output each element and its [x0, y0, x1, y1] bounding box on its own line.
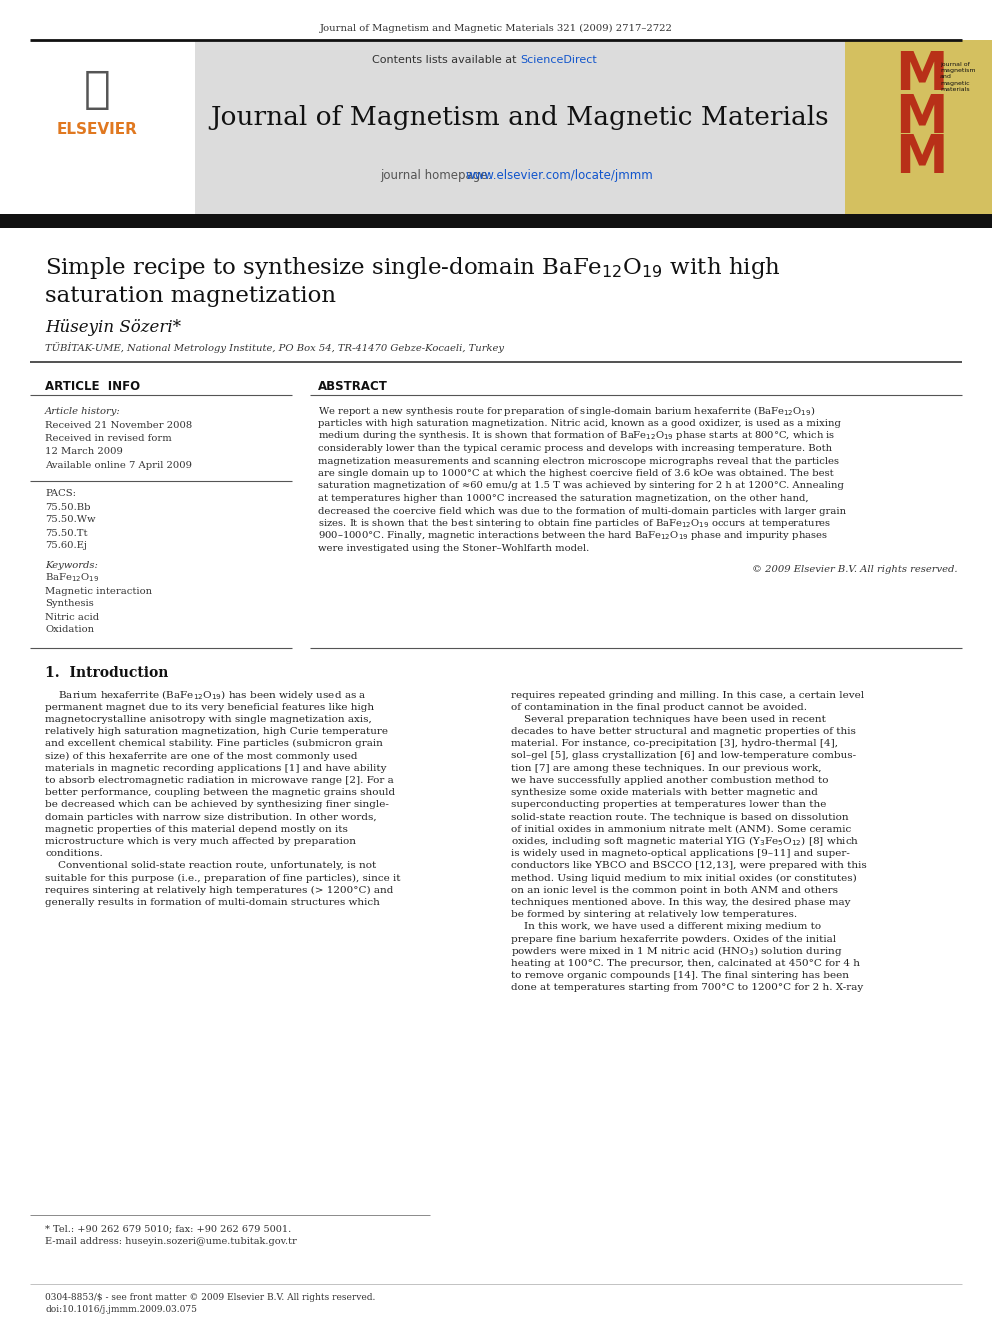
Text: oxides, including soft magnetic material YIG (Y$_3$Fe$_5$O$_{12}$) [8] which: oxides, including soft magnetic material… — [511, 835, 859, 848]
Text: 75.50.Bb: 75.50.Bb — [45, 503, 90, 512]
Text: * Tel.: +90 262 679 5010; fax: +90 262 679 5001.: * Tel.: +90 262 679 5010; fax: +90 262 6… — [45, 1225, 292, 1233]
Text: better performance, coupling between the magnetic grains should: better performance, coupling between the… — [45, 789, 395, 796]
Text: saturation magnetization: saturation magnetization — [45, 284, 336, 307]
Text: be decreased which can be achieved by synthesizing finer single-: be decreased which can be achieved by sy… — [45, 800, 389, 810]
Text: M: M — [895, 93, 947, 144]
Text: doi:10.1016/j.jmmm.2009.03.075: doi:10.1016/j.jmmm.2009.03.075 — [45, 1306, 197, 1315]
Text: Nitric acid: Nitric acid — [45, 613, 99, 622]
Text: Article history:: Article history: — [45, 406, 121, 415]
Text: conductors like YBCO and BSCCO [12,13], were prepared with this: conductors like YBCO and BSCCO [12,13], … — [511, 861, 867, 871]
Text: Journal of Magnetism and Magnetic Materials: Journal of Magnetism and Magnetic Materi… — [210, 106, 829, 131]
Text: www.elsevier.com/locate/jmmm: www.elsevier.com/locate/jmmm — [465, 168, 653, 181]
Text: Available online 7 April 2009: Available online 7 April 2009 — [45, 460, 192, 470]
Text: be formed by sintering at relatively low temperatures.: be formed by sintering at relatively low… — [511, 910, 798, 919]
Text: method. Using liquid medium to mix initial oxides (or constitutes): method. Using liquid medium to mix initi… — [511, 873, 857, 882]
Text: Magnetic interaction: Magnetic interaction — [45, 586, 152, 595]
Text: ABSTRACT: ABSTRACT — [318, 380, 388, 393]
Text: we have successfully applied another combustion method to: we have successfully applied another com… — [511, 775, 828, 785]
Text: Keywords:: Keywords: — [45, 561, 98, 569]
Text: ScienceDirect: ScienceDirect — [520, 56, 597, 65]
Text: ARTICLE  INFO: ARTICLE INFO — [45, 380, 140, 393]
Text: material. For instance, co-precipitation [3], hydro-thermal [4],: material. For instance, co-precipitation… — [511, 740, 838, 749]
Text: Synthesis: Synthesis — [45, 599, 94, 609]
Text: 0304-8853/$ - see front matter © 2009 Elsevier B.V. All rights reserved.: 0304-8853/$ - see front matter © 2009 El… — [45, 1294, 375, 1303]
Text: to absorb electromagnetic radiation in microwave range [2]. For a: to absorb electromagnetic radiation in m… — [45, 775, 394, 785]
Bar — [195, 40, 845, 220]
Text: Journal of Magnetism and Magnetic Materials 321 (2009) 2717–2722: Journal of Magnetism and Magnetic Materi… — [319, 24, 673, 33]
Text: 75.50.Ww: 75.50.Ww — [45, 516, 95, 524]
Text: suitable for this purpose (i.e., preparation of fine particles), since it: suitable for this purpose (i.e., prepara… — [45, 873, 401, 882]
Text: Received 21 November 2008: Received 21 November 2008 — [45, 421, 192, 430]
Text: tion [7] are among these techniques. In our previous work,: tion [7] are among these techniques. In … — [511, 763, 821, 773]
Text: journal homepage:: journal homepage: — [380, 168, 495, 181]
Text: on an ionic level is the common point in both ANM and others: on an ionic level is the common point in… — [511, 885, 838, 894]
Text: saturation magnetization of ≈60 emu/g at 1.5 T was achieved by sintering for 2 h: saturation magnetization of ≈60 emu/g at… — [318, 482, 844, 491]
Text: considerably lower than the typical ceramic process and develops with increasing: considerably lower than the typical cera… — [318, 445, 832, 452]
Text: sizes. It is shown that the best sintering to obtain fine particles of BaFe$_{12: sizes. It is shown that the best sinteri… — [318, 517, 831, 531]
Text: ELSEVIER: ELSEVIER — [57, 123, 138, 138]
Text: are single domain up to 1000°C at which the highest coercive field of 3.6 kOe wa: are single domain up to 1000°C at which … — [318, 468, 833, 478]
Text: Contents lists available at: Contents lists available at — [372, 56, 520, 65]
Text: solid-state reaction route. The technique is based on dissolution: solid-state reaction route. The techniqu… — [511, 812, 848, 822]
Text: generally results in formation of multi-domain structures which: generally results in formation of multi-… — [45, 898, 380, 906]
Text: requires sintering at relatively high temperatures (> 1200°C) and: requires sintering at relatively high te… — [45, 885, 394, 894]
Text: of contamination in the final product cannot be avoided.: of contamination in the final product ca… — [511, 703, 807, 712]
Text: M: M — [895, 132, 947, 184]
Bar — [845, 40, 992, 220]
Text: prepare fine barium hexaferrite powders. Oxides of the initial: prepare fine barium hexaferrite powders.… — [511, 934, 836, 943]
Text: of initial oxides in ammonium nitrate melt (ANM). Some ceramic: of initial oxides in ammonium nitrate me… — [511, 824, 851, 833]
Text: done at temperatures starting from 700°C to 1200°C for 2 h. X-ray: done at temperatures starting from 700°C… — [511, 983, 863, 992]
Text: 75.60.Ej: 75.60.Ej — [45, 541, 87, 550]
Text: particles with high saturation magnetization. Nitric acid, known as a good oxidi: particles with high saturation magnetiza… — [318, 419, 841, 429]
Text: Hüseyin Sözeri*: Hüseyin Sözeri* — [45, 319, 182, 336]
Bar — [0, 214, 992, 228]
Text: medium during the synthesis. It is shown that formation of BaFe$_{12}$O$_{19}$ p: medium during the synthesis. It is shown… — [318, 430, 835, 442]
Text: Barium hexaferrite (BaFe$_{12}$O$_{19}$) has been widely used as a: Barium hexaferrite (BaFe$_{12}$O$_{19}$)… — [45, 688, 367, 703]
Text: In this work, we have used a different mixing medium to: In this work, we have used a different m… — [511, 922, 821, 931]
Text: sol–gel [5], glass crystallization [6] and low-temperature combus-: sol–gel [5], glass crystallization [6] a… — [511, 751, 856, 761]
Text: is widely used in magneto-optical applications [9–11] and super-: is widely used in magneto-optical applic… — [511, 849, 850, 859]
Text: E-mail address: huseyin.sozeri@ume.tubitak.gov.tr: E-mail address: huseyin.sozeri@ume.tubit… — [45, 1237, 297, 1246]
Text: domain particles with narrow size distribution. In other words,: domain particles with narrow size distri… — [45, 812, 377, 822]
Text: 900–1000°C. Finally, magnetic interactions between the hard BaFe$_{12}$O$_{19}$ : 900–1000°C. Finally, magnetic interactio… — [318, 529, 828, 542]
Text: techniques mentioned above. In this way, the desired phase may: techniques mentioned above. In this way,… — [511, 898, 850, 906]
Text: BaFe$_{12}$O$_{19}$: BaFe$_{12}$O$_{19}$ — [45, 572, 99, 585]
Text: relatively high saturation magnetization, high Curie temperature: relatively high saturation magnetization… — [45, 728, 388, 736]
Text: were investigated using the Stoner–Wohlfarth model.: were investigated using the Stoner–Wohlf… — [318, 544, 589, 553]
Text: and excellent chemical stability. Fine particles (submicron grain: and excellent chemical stability. Fine p… — [45, 740, 383, 749]
Text: © 2009 Elsevier B.V. All rights reserved.: © 2009 Elsevier B.V. All rights reserved… — [752, 565, 957, 573]
Text: 12 March 2009: 12 March 2009 — [45, 447, 123, 456]
Text: superconducting properties at temperatures lower than the: superconducting properties at temperatur… — [511, 800, 826, 810]
Text: synthesize some oxide materials with better magnetic and: synthesize some oxide materials with bet… — [511, 789, 817, 796]
Text: magnetic properties of this material depend mostly on its: magnetic properties of this material dep… — [45, 824, 348, 833]
Text: decades to have better structural and magnetic properties of this: decades to have better structural and ma… — [511, 728, 856, 736]
Text: Simple recipe to synthesize single-domain BaFe$_{12}$O$_{19}$ with high: Simple recipe to synthesize single-domai… — [45, 255, 781, 280]
Text: to remove organic compounds [14]. The final sintering has been: to remove organic compounds [14]. The fi… — [511, 971, 849, 980]
Text: magnetocrystalline anisotropy with single magnetization axis,: magnetocrystalline anisotropy with singl… — [45, 714, 372, 724]
Text: We report a new synthesis route for preparation of single-domain barium hexaferr: We report a new synthesis route for prep… — [318, 404, 815, 418]
Text: materials in magnetic recording applications [1] and have ability: materials in magnetic recording applicat… — [45, 763, 387, 773]
Text: journal of
magnetism
and
magnetic
materials: journal of magnetism and magnetic materi… — [940, 62, 975, 91]
Text: requires repeated grinding and milling. In this case, a certain level: requires repeated grinding and milling. … — [511, 691, 864, 700]
Text: PACS:: PACS: — [45, 490, 76, 499]
Text: heating at 100°C. The precursor, then, calcinated at 450°C for 4 h: heating at 100°C. The precursor, then, c… — [511, 959, 860, 968]
Text: Conventional solid-state reaction route, unfortunately, is not: Conventional solid-state reaction route,… — [45, 861, 376, 871]
Text: Received in revised form: Received in revised form — [45, 434, 172, 443]
Text: decreased the coercive field which was due to the formation of multi-domain part: decreased the coercive field which was d… — [318, 507, 846, 516]
Text: at temperatures higher than 1000°C increased the saturation magnetization, on th: at temperatures higher than 1000°C incre… — [318, 493, 808, 503]
Text: Several preparation techniques have been used in recent: Several preparation techniques have been… — [511, 714, 826, 724]
Text: microstructure which is very much affected by preparation: microstructure which is very much affect… — [45, 837, 356, 845]
Text: size) of this hexaferrite are one of the most commonly used: size) of this hexaferrite are one of the… — [45, 751, 357, 761]
Text: conditions.: conditions. — [45, 849, 103, 859]
Text: magnetization measurements and scanning electron microscope micrographs reveal t: magnetization measurements and scanning … — [318, 456, 839, 466]
Text: 75.50.Tt: 75.50.Tt — [45, 528, 87, 537]
Text: 🌳: 🌳 — [83, 69, 110, 111]
Text: permanent magnet due to its very beneficial features like high: permanent magnet due to its very benefic… — [45, 703, 374, 712]
Text: TÜBİTAK-UME, National Metrology Institute, PO Box 54, TR-41470 Gebze-Kocaeli, Tu: TÜBİTAK-UME, National Metrology Institut… — [45, 343, 504, 353]
Text: powders were mixed in 1 M nitric acid (HNO$_3$) solution during: powders were mixed in 1 M nitric acid (H… — [511, 945, 842, 958]
Text: Oxidation: Oxidation — [45, 626, 94, 635]
Text: M: M — [895, 49, 947, 101]
Text: 1.  Introduction: 1. Introduction — [45, 665, 169, 680]
